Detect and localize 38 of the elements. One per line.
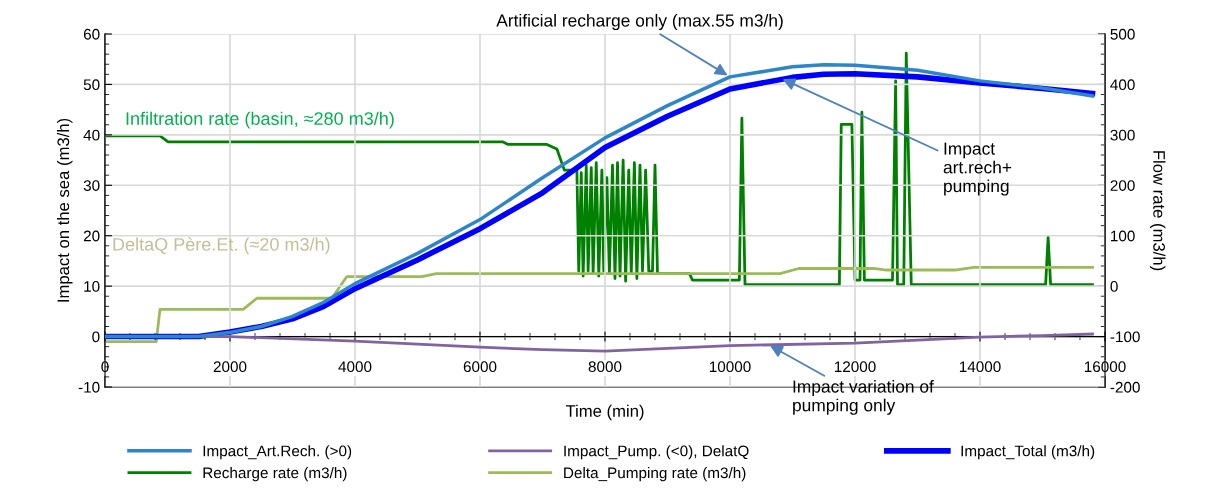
y2-tick-label: -200 [1110,381,1140,393]
y2-tick-label: 300 [1110,129,1135,141]
y-tick-label: 40 [83,129,100,141]
x-tick-label: 8000 [588,361,622,373]
y2-tick-label: 400 [1110,79,1135,91]
x-tick-label: 6000 [463,361,497,373]
legend-label: Impact_Total (m3/h) [961,445,1095,460]
annotation: DeltaQ Père.Et. (≈20 m3/h) [113,237,330,255]
x-tick-label: 12000 [834,361,876,373]
x-axis-title: Time (min) [565,404,644,421]
annotation: Artificial recharge only (max.55 m3/h) [496,13,783,31]
legend-label: Impact_Art.Rech. (>0) [203,445,352,460]
y2-tick-label: 0 [1110,281,1118,292]
y2-tick-label: 500 [1110,28,1135,40]
legend-label: Impact_Pump. (<0), DelatQ [564,445,749,460]
y-tick-label: 20 [83,230,100,242]
x-tick-label: 4000 [338,361,372,373]
line-series [105,266,1094,343]
y2-tick-label: 100 [1111,230,1135,242]
x-tick-label: 10000 [709,361,751,373]
annotation: Infiltration rate (basin, ≈280 m3/h) [126,111,394,129]
y-tick-label: -10 [78,381,100,393]
y-tick-label: 60 [83,28,100,40]
line-series [105,51,1094,287]
x-tick-label: 2000 [213,361,247,373]
x-tick-label: 14000 [959,361,1001,373]
legend-label: Recharge rate (m3/h) [203,467,347,482]
y-tick-label: 30 [83,180,100,191]
legend-label: Delta_Pumping rate (m3/h) [564,467,746,482]
y-axis-title: Impact on the sea (m3/h) [56,118,73,302]
y-tick-label: 50 [83,79,100,91]
y2-tick-label: 200 [1110,180,1135,191]
y2-axis-title: Flow rate (m3/h) [1149,151,1166,271]
y2-tick-label: -100 [1110,331,1140,343]
y-tick-label: 0 [92,331,100,343]
annotation: Impact art.rech+ pumping [943,142,1012,196]
y-tick-label: 10 [84,281,100,292]
annotation: Impact variation of pumping only [793,379,934,415]
